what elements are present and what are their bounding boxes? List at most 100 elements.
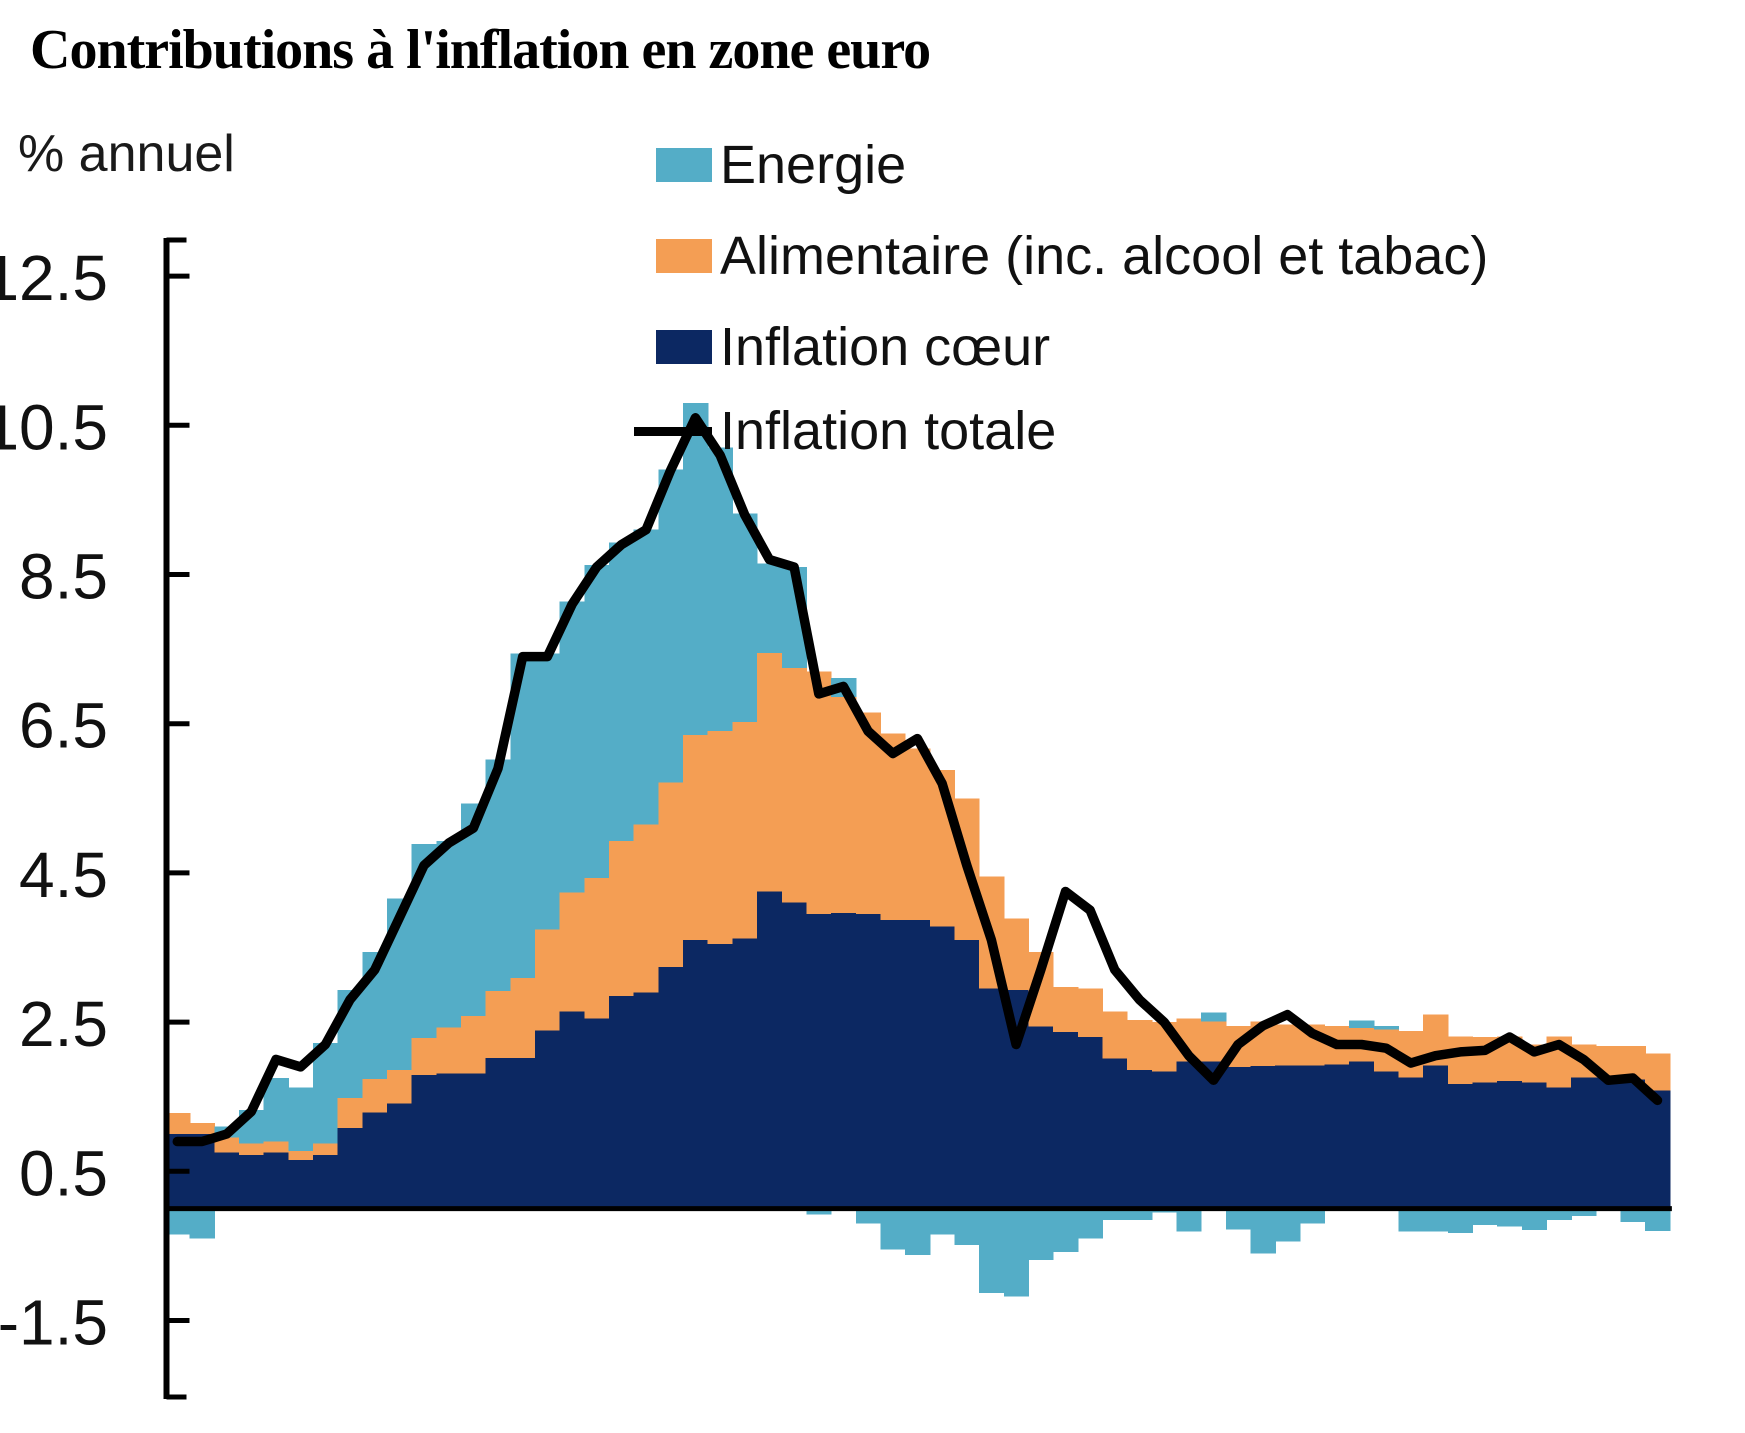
bar-energy-negative xyxy=(1447,1208,1474,1234)
bar-core xyxy=(485,1057,511,1209)
bar-food xyxy=(831,696,857,914)
bar-energy-negative xyxy=(1645,1208,1671,1231)
bar-food xyxy=(288,1151,314,1161)
bar-core xyxy=(1201,1061,1227,1209)
bar-energy-negative xyxy=(1127,1208,1153,1220)
bar-core xyxy=(1053,1031,1079,1209)
bar-food xyxy=(239,1143,265,1155)
bar-food xyxy=(609,840,635,996)
bar-core xyxy=(757,891,783,1209)
bar-core xyxy=(1176,1061,1202,1209)
y-tick-label: 2.5 xyxy=(19,988,108,1060)
bar-energy-negative xyxy=(1003,1208,1030,1297)
bar-core xyxy=(362,1112,388,1209)
bar-core xyxy=(1275,1065,1301,1209)
bar-core xyxy=(387,1103,413,1209)
bar-energy-negative xyxy=(806,1208,832,1215)
bar-core xyxy=(929,926,956,1209)
bar-core xyxy=(1423,1065,1449,1209)
bar-food xyxy=(1003,918,1030,991)
bar-food xyxy=(1275,1024,1301,1066)
bar-core xyxy=(461,1073,487,1209)
bar-core xyxy=(1398,1077,1424,1209)
bar-food xyxy=(707,731,734,944)
y-tick-label: 4.5 xyxy=(19,839,108,911)
bar-core xyxy=(337,1128,363,1209)
bar-core xyxy=(263,1152,289,1209)
bar-energy xyxy=(559,601,585,893)
bar-food xyxy=(757,652,783,892)
bar-energy-negative xyxy=(1102,1208,1128,1220)
bar-food xyxy=(510,978,536,1058)
bar-energy xyxy=(633,529,659,825)
bar-food xyxy=(1645,1053,1671,1091)
bar-food xyxy=(732,722,758,939)
bar-energy xyxy=(683,402,709,735)
bar-energy-negative xyxy=(1028,1208,1054,1261)
bar-core xyxy=(658,966,684,1209)
y-tick-label: 6.5 xyxy=(19,690,108,762)
bar-core xyxy=(1127,1069,1153,1209)
bar-core xyxy=(584,1018,610,1209)
bar-energy xyxy=(461,803,487,1017)
bars-group xyxy=(165,402,1671,1297)
bar-energy-negative xyxy=(929,1208,956,1235)
bar-core xyxy=(1349,1061,1375,1209)
bar-core xyxy=(1028,1026,1054,1209)
bar-core xyxy=(609,995,635,1209)
bar-core xyxy=(1546,1087,1572,1209)
bar-energy xyxy=(732,513,758,723)
y-tick-label: -1.5 xyxy=(0,1287,108,1359)
bar-core xyxy=(411,1075,437,1209)
bar-food xyxy=(436,1027,462,1074)
bar-core xyxy=(732,938,758,1209)
y-tick-label: 12.5 xyxy=(0,242,108,314)
bar-food xyxy=(1102,1011,1128,1059)
bar-energy xyxy=(1349,1020,1375,1029)
bar-food xyxy=(214,1137,240,1153)
bar-energy xyxy=(658,469,684,783)
bar-energy-negative xyxy=(1546,1208,1572,1220)
bar-core xyxy=(1373,1071,1400,1209)
bar-core xyxy=(806,913,832,1209)
bar-core xyxy=(535,1030,561,1209)
bar-core xyxy=(880,919,906,1209)
y-tick-label: 8.5 xyxy=(19,541,108,613)
bar-core xyxy=(1571,1077,1597,1209)
total-inflation-line xyxy=(172,413,1663,1147)
bar-food xyxy=(806,671,832,914)
bar-core xyxy=(1472,1082,1498,1209)
bar-core xyxy=(1225,1066,1252,1209)
bar-core xyxy=(436,1073,462,1209)
bar-energy xyxy=(313,1042,339,1144)
bar-energy-negative xyxy=(1176,1208,1202,1232)
bar-core xyxy=(288,1160,314,1209)
bar-energy-negative xyxy=(979,1208,1005,1293)
bar-energy-negative xyxy=(880,1208,906,1250)
bar-energy-negative xyxy=(1398,1208,1424,1232)
y-axis: 12.5 10.5 8.5 6.5 4.5 2.5 0.5 -1.5 xyxy=(0,237,190,1400)
bar-food xyxy=(189,1122,215,1134)
bar-energy xyxy=(436,840,462,1028)
bar-core xyxy=(905,919,931,1209)
bar-core xyxy=(1521,1082,1548,1209)
bar-core xyxy=(1324,1064,1350,1209)
bar-food xyxy=(1077,988,1104,1038)
bar-energy xyxy=(288,1087,314,1152)
bar-food xyxy=(1201,1021,1227,1062)
bar-core xyxy=(954,940,980,1209)
bar-food xyxy=(535,929,561,1031)
bar-energy-negative xyxy=(1299,1208,1326,1224)
bar-energy-negative xyxy=(1620,1208,1646,1223)
bar-energy-negative xyxy=(1250,1208,1276,1254)
bar-energy xyxy=(535,653,561,930)
bar-food xyxy=(485,990,511,1058)
bar-food xyxy=(411,1037,437,1076)
y-axis-unit-label: % annuel xyxy=(18,125,235,183)
bar-core xyxy=(1299,1065,1326,1209)
bar-core xyxy=(1447,1084,1474,1209)
bar-food xyxy=(313,1143,339,1155)
bar-food xyxy=(1447,1036,1474,1085)
bar-core xyxy=(633,992,659,1209)
